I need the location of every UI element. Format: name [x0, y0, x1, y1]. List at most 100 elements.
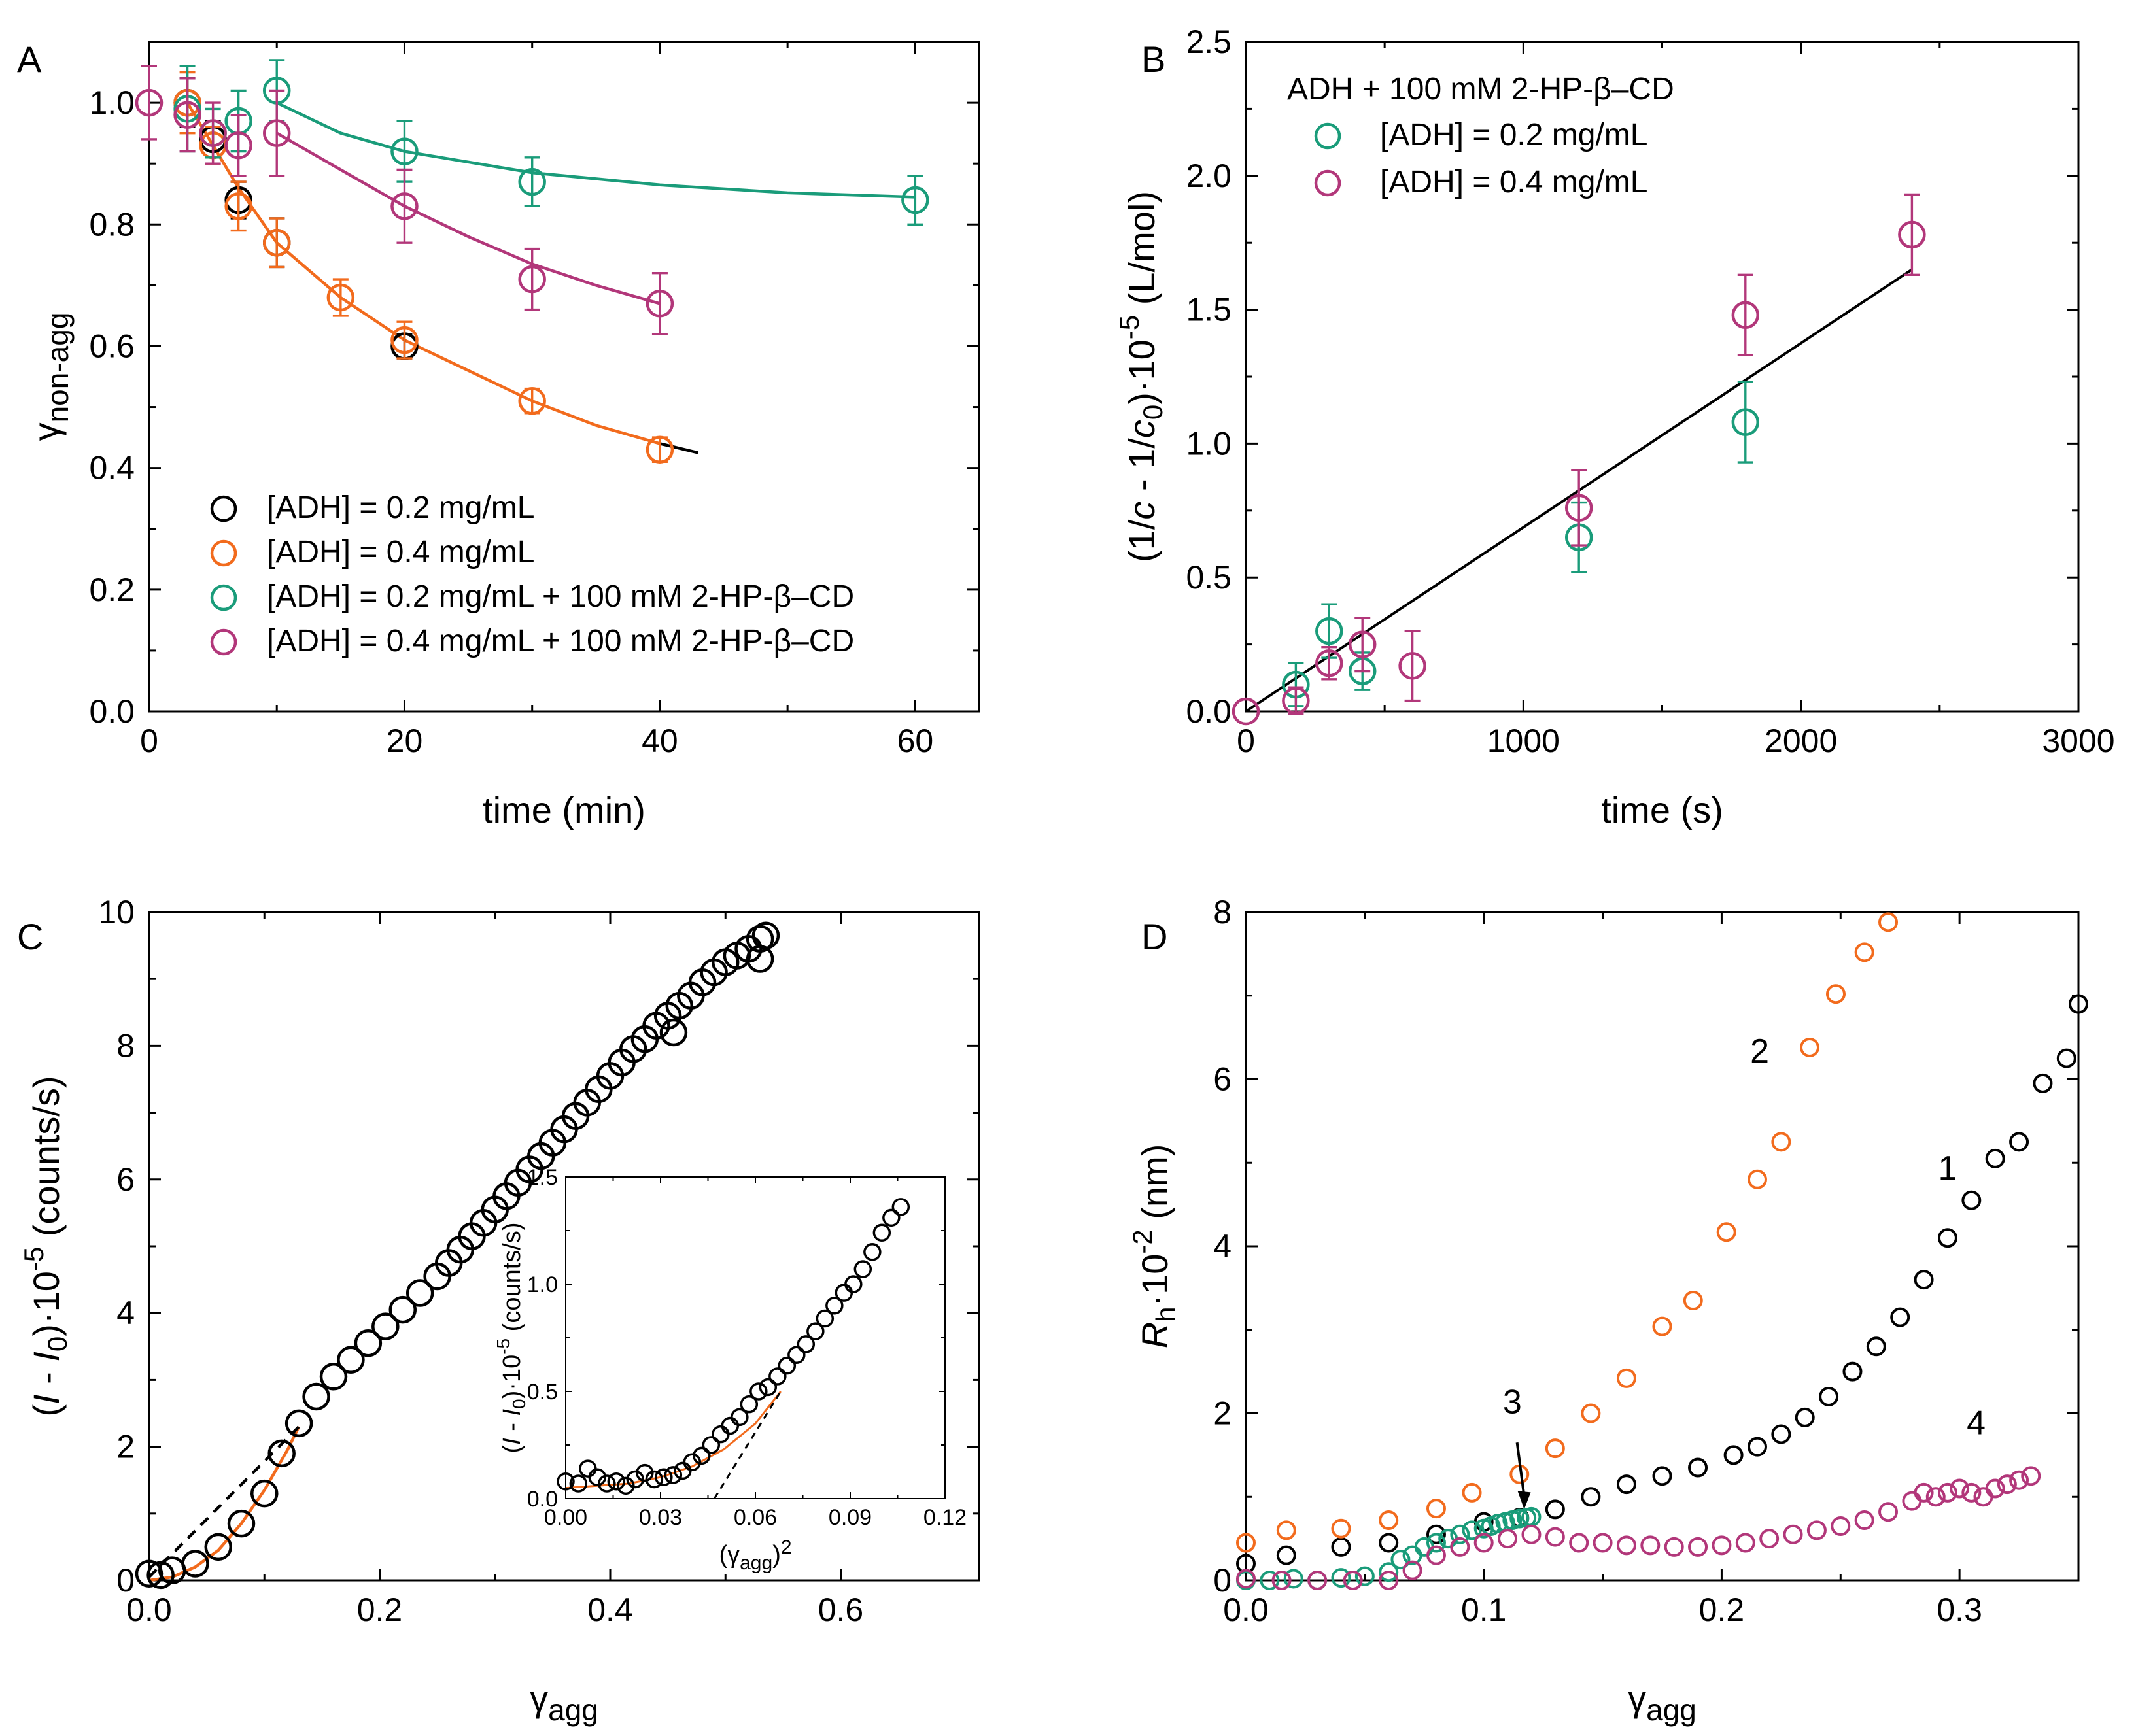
dashed-fit-line	[148, 1425, 300, 1578]
x-tick-label: 0.09	[829, 1505, 872, 1530]
data-point	[284, 1409, 313, 1438]
data-point	[2009, 1132, 2029, 1152]
data-point	[659, 1018, 688, 1047]
data-point	[693, 1446, 711, 1465]
legend-marker	[1314, 122, 1341, 150]
data-point	[267, 1439, 296, 1468]
data-point	[1236, 1569, 1256, 1589]
y-tick-label: 4	[1213, 1228, 1232, 1265]
data-point	[2069, 994, 2088, 1014]
data-point	[872, 1223, 891, 1242]
data-point	[1688, 1537, 1708, 1557]
data-point	[1331, 1518, 1351, 1539]
data-point	[588, 1468, 607, 1486]
data-point	[1961, 1190, 1982, 1210]
x-tick-label: 3000	[2042, 723, 2114, 759]
data-point	[227, 1509, 256, 1538]
data-point	[1379, 1533, 1399, 1553]
fit-line	[276, 131, 661, 305]
legend-marker	[1314, 169, 1341, 197]
data-point	[1354, 1566, 1375, 1586]
data-point	[390, 137, 419, 165]
x-tick-label: 0.6	[818, 1591, 864, 1628]
y-tick-label: 8	[1213, 894, 1232, 930]
series--adh-0-4-mg-ml	[1232, 193, 1926, 726]
legend: [ADH] = 0.2 mg/mL [ADH] = 0.4 mg/mL [ADH] …	[210, 490, 854, 658]
data-point	[371, 1312, 400, 1340]
data-point	[1961, 1482, 1982, 1503]
data-point	[569, 1474, 588, 1493]
data-point	[1390, 1550, 1411, 1570]
data-point	[1276, 1520, 1296, 1540]
data-point	[1854, 942, 1874, 962]
legend-label: [ADH] = 0.2 mg/mL + 100 mM 2-HP-β–CD	[267, 579, 854, 614]
x-tick-label: 20	[387, 723, 423, 759]
data-point	[1937, 1482, 1957, 1503]
data-point	[1283, 1569, 1303, 1589]
data-point	[787, 1346, 806, 1364]
data-point	[844, 1275, 863, 1293]
x-tick-label: 0	[140, 723, 158, 759]
data-point	[1593, 1533, 1613, 1553]
legend-label: [ADH] = 0.2 mg/mL	[267, 490, 534, 525]
data-point	[1806, 1520, 1827, 1540]
data-point	[557, 1472, 575, 1491]
y-tick-label: 1.0	[1186, 425, 1232, 462]
data-point	[1473, 1533, 1494, 1553]
inset-background	[566, 1177, 945, 1499]
legend-label: [ADH] = 0.2 mg/mL	[1380, 118, 1647, 152]
data-point	[1331, 1568, 1351, 1588]
data-point	[1315, 617, 1343, 645]
data-point	[390, 192, 419, 220]
data-point	[1343, 1571, 1363, 1590]
data-point	[1997, 1474, 2017, 1495]
data-point	[1712, 1535, 1732, 1556]
data-point	[646, 290, 674, 318]
dashed-fit-line	[713, 1391, 782, 1499]
data-point	[1236, 1533, 1256, 1553]
data-point	[173, 101, 201, 129]
data-point	[1759, 1529, 1780, 1549]
data-point	[740, 1395, 759, 1414]
data-point	[646, 435, 674, 464]
data-point	[1616, 1368, 1636, 1388]
x-tick-label: 0.12	[923, 1505, 967, 1530]
data-point	[863, 1243, 882, 1261]
data-point	[1379, 1562, 1399, 1582]
fit-line	[186, 101, 661, 445]
inset-chart: 0.00 0.03 0.06 0.09 0.12 0.0 0.5 1.0 1.5 (γagg)2 (…	[493, 1165, 967, 1574]
data-point	[768, 1367, 787, 1386]
data-point	[1498, 1529, 1518, 1549]
x-tick-label: 2000	[1765, 723, 1837, 759]
series--adh-0-2-mg-ml-100-mm-2-hp-cd	[173, 59, 929, 226]
data-point	[1716, 1222, 1736, 1242]
x-tick-label: 0.4	[587, 1591, 633, 1628]
data-point	[337, 1346, 365, 1374]
plot-frame	[148, 41, 980, 713]
data-point	[1564, 494, 1593, 522]
x-tick-label: 0.2	[357, 1591, 403, 1628]
x-tick-label: 0.1	[1461, 1591, 1507, 1628]
x-tick-label: 0.03	[639, 1505, 682, 1530]
legend-marker	[210, 584, 237, 611]
data-point	[882, 1208, 901, 1227]
data-point	[1985, 1478, 2005, 1499]
data-point	[598, 1474, 616, 1493]
data-point	[1282, 687, 1310, 715]
data-point	[1640, 1535, 1661, 1556]
data-point	[825, 1297, 844, 1315]
arrow-head	[1517, 1491, 1531, 1510]
data-point	[1683, 1291, 1703, 1311]
y-tick-label: 2.5	[1186, 24, 1232, 60]
data-point	[224, 131, 252, 160]
data-point	[731, 1408, 749, 1427]
legend: ADH + 100 mM 2-HP-β–CD [ADH] = 0.2 mg/mL […	[1287, 72, 1674, 199]
data-point	[1509, 1508, 1530, 1529]
arrow-shaft	[1515, 1442, 1526, 1497]
data-point	[1898, 220, 1926, 249]
x-tick-label: 0.00	[544, 1505, 587, 1530]
data-point	[1795, 1407, 1815, 1427]
data-point	[1402, 1560, 1422, 1580]
curve-label: 1	[1938, 1149, 1957, 1187]
data-point	[1878, 1502, 1899, 1522]
